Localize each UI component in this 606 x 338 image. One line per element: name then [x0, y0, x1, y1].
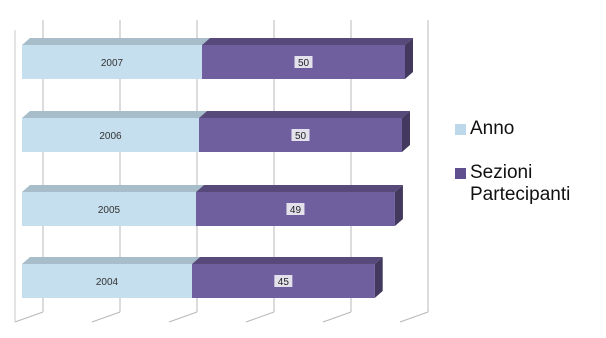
bar-anno-top — [22, 185, 204, 192]
floor-gridline — [245, 311, 275, 323]
bar-anno — [22, 264, 192, 298]
bar-anno — [22, 45, 202, 79]
floor-gridline — [168, 311, 198, 323]
bar-sezioni-top — [192, 257, 383, 264]
floor-gridline — [14, 311, 44, 323]
bar-sezioni-side — [394, 185, 403, 226]
bar-sezioni-top — [202, 38, 413, 45]
data-label-sezioni: 45 — [278, 277, 290, 288]
data-label-box — [294, 56, 313, 68]
data-label-anno: 2005 — [98, 205, 121, 216]
floor-gridline — [322, 311, 352, 323]
bar-anno-top — [22, 257, 200, 264]
floor-gridline — [91, 311, 121, 323]
data-label-sezioni: 49 — [290, 205, 302, 216]
data-label-anno: 2007 — [101, 58, 124, 69]
legend-swatch-sezioni — [455, 168, 466, 179]
bar-anno — [22, 192, 196, 226]
data-label-sezioni: 50 — [298, 58, 310, 69]
data-label-box — [291, 129, 310, 141]
legend: Anno Sezioni Partecipanti — [455, 118, 605, 228]
bar-anno — [22, 118, 199, 152]
bar-sezioni-side — [374, 257, 383, 298]
legend-swatch-anno — [455, 124, 466, 135]
bar-anno-top — [22, 38, 210, 45]
bar-sezioni-top — [199, 111, 410, 118]
bar-sezioni-side — [402, 111, 410, 152]
data-label-box — [274, 275, 293, 287]
data-label-anno: 2006 — [99, 131, 122, 142]
data-label-sezioni: 50 — [295, 131, 307, 142]
data-label-box — [286, 203, 305, 215]
floor-gridline — [399, 311, 429, 323]
bar-sezioni-top — [196, 185, 403, 192]
data-label-anno: 2004 — [96, 277, 119, 288]
legend-label-sezioni: Sezioni Partecipanti — [470, 162, 571, 205]
bar-anno-top — [22, 111, 207, 118]
legend-item-anno: Anno — [455, 118, 605, 140]
legend-label-anno: Anno — [470, 118, 515, 139]
bar-sezioni-side — [405, 38, 413, 79]
legend-item-sezioni: Sezioni Partecipanti — [455, 162, 605, 206]
